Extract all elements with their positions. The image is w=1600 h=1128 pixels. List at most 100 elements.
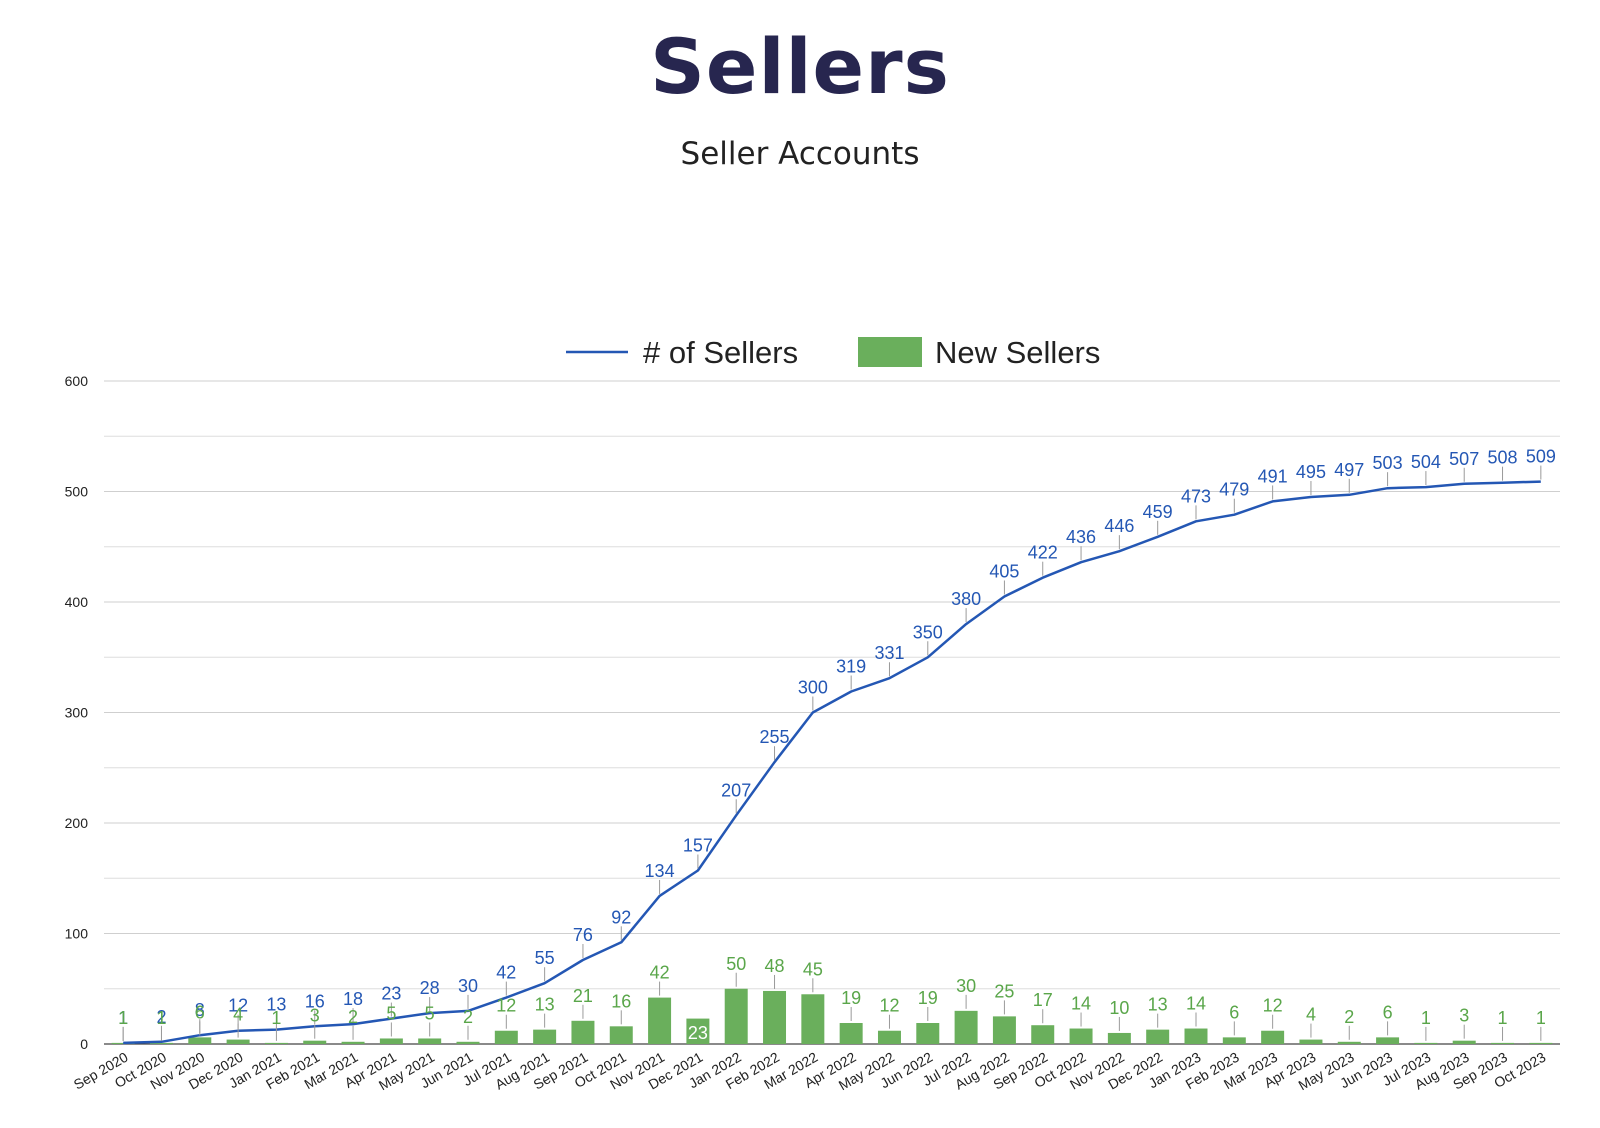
line-label-19: 319: [836, 657, 866, 677]
line-label-37: 509: [1526, 447, 1556, 467]
line-label-32: 497: [1334, 460, 1364, 480]
bar-label-14: 42: [650, 963, 670, 983]
bar-23: [992, 1016, 1016, 1044]
bar-10: [494, 1030, 518, 1044]
bar-label-34: 1: [1421, 1008, 1431, 1028]
page-subtitle: Seller Accounts: [680, 136, 920, 172]
bar-label-12: 21: [573, 986, 593, 1006]
legend-label-new-sellers: New Sellers: [935, 335, 1100, 370]
legend-label-num-sellers: # of Sellers: [643, 335, 798, 370]
bar-17: [763, 990, 787, 1044]
bar-16: [724, 988, 748, 1044]
line-label-29: 479: [1219, 480, 1249, 500]
bar-31: [1299, 1039, 1323, 1044]
bar-21: [916, 1023, 940, 1044]
bar-19: [839, 1023, 863, 1044]
bar-28: [1184, 1028, 1208, 1044]
bar-label-21: 19: [918, 988, 938, 1008]
bar-0: [111, 1042, 135, 1044]
grid-lines: [104, 380, 1560, 1045]
bar-label-31: 4: [1306, 1005, 1316, 1025]
bar-label-15: 23: [688, 1023, 708, 1043]
y-tick-400: 400: [65, 594, 89, 610]
bar-label-9: 2: [463, 1007, 473, 1027]
bar-label-3: 4: [233, 1005, 243, 1025]
line-label-13: 92: [611, 907, 631, 927]
bar-label-25: 14: [1071, 994, 1091, 1014]
line-label-21: 350: [913, 622, 943, 642]
line-label-28: 473: [1181, 486, 1211, 506]
y-tick-100: 100: [65, 926, 89, 942]
line-label-6: 18: [343, 989, 363, 1009]
y-tick-200: 200: [65, 815, 89, 831]
bar-label-2: 6: [195, 1002, 205, 1022]
bar-label-27: 13: [1148, 995, 1168, 1015]
bar-7: [379, 1038, 403, 1044]
page-title: Sellers: [650, 22, 950, 111]
bar-label-35: 3: [1459, 1006, 1469, 1026]
bar-3: [226, 1039, 250, 1044]
line-label-1: 2: [156, 1007, 166, 1027]
y-tick-0: 0: [80, 1036, 88, 1052]
y-tick-600: 600: [65, 373, 89, 389]
bar-label-36: 1: [1498, 1008, 1508, 1028]
bar-12: [571, 1020, 595, 1044]
bar-label-0: 1: [118, 1008, 128, 1028]
line-label-35: 507: [1449, 449, 1479, 469]
bar-4: [264, 1042, 288, 1044]
bar-20: [877, 1030, 901, 1044]
line-label-8: 28: [420, 978, 440, 998]
bar-label-24: 17: [1033, 990, 1053, 1010]
line-label-22: 380: [951, 589, 981, 609]
y-tick-500: 500: [65, 484, 89, 500]
line-label-5: 16: [305, 991, 325, 1011]
line-label-3: 12: [228, 996, 248, 1016]
bar-label-37: 1: [1536, 1008, 1546, 1028]
line-label-33: 503: [1373, 453, 1403, 473]
line-label-36: 508: [1488, 448, 1518, 468]
legend-bar-swatch: [858, 337, 922, 367]
y-tick-300: 300: [65, 705, 89, 721]
bar-25: [1069, 1028, 1093, 1044]
bar-9: [456, 1041, 480, 1044]
bar-5: [303, 1040, 327, 1044]
data-labels: 1 2 8 12 13 16 18 23 28 3042557692134157207255300…: [118, 447, 1556, 1043]
bar-label-11: 13: [535, 995, 555, 1015]
line-label-20: 331: [874, 643, 904, 663]
bar-label-10: 12: [496, 996, 516, 1016]
bar-label-5: 3: [310, 1006, 320, 1026]
line-label-4: 13: [266, 995, 286, 1015]
bar-label-13: 16: [611, 991, 631, 1011]
bar-6: [341, 1041, 365, 1044]
bar-18: [801, 994, 825, 1044]
bar-label-4: 1: [271, 1008, 281, 1028]
bar-label-22: 30: [956, 976, 976, 996]
bar-label-16: 50: [726, 954, 746, 974]
bar-26: [1107, 1032, 1131, 1044]
bar-label-30: 12: [1263, 996, 1283, 1016]
bar-label-23: 25: [994, 981, 1014, 1001]
bar-24: [1031, 1025, 1055, 1044]
bar-1: [149, 1042, 173, 1044]
line-label-16: 207: [721, 780, 751, 800]
line-label-30: 491: [1258, 466, 1288, 486]
bar-22: [954, 1010, 978, 1044]
bar-label-19: 19: [841, 988, 861, 1008]
bar-37: [1529, 1042, 1553, 1044]
bar-8: [418, 1038, 442, 1044]
bar-35: [1452, 1040, 1476, 1044]
line-label-10: 42: [496, 963, 516, 983]
bar-label-26: 10: [1109, 998, 1129, 1018]
bar-14: [648, 997, 672, 1044]
bar-label-7: 5: [386, 1003, 396, 1023]
bar-34: [1414, 1042, 1438, 1044]
line-label-25: 436: [1066, 527, 1096, 547]
line-label-23: 405: [989, 561, 1019, 581]
y-axis-ticks: 0 100 200 300 400 500 600: [65, 373, 89, 1052]
bar-29: [1222, 1037, 1246, 1044]
line-label-27: 459: [1143, 502, 1173, 522]
line-label-24: 422: [1028, 543, 1058, 563]
bar-label-6: 2: [348, 1007, 358, 1027]
line-label-7: 23: [381, 984, 401, 1004]
